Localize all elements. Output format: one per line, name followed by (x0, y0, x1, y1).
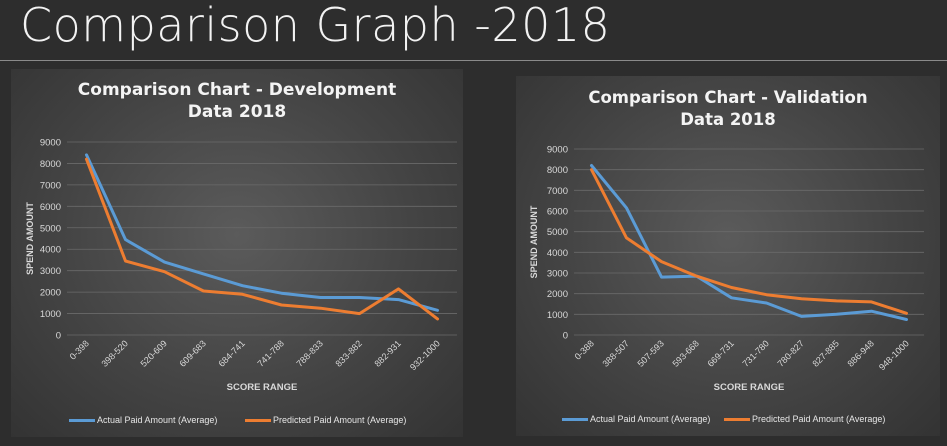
chart-title: Comparison Chart - Development Data 2018 (11, 79, 463, 123)
legend-swatch-predicted (245, 419, 271, 423)
legend-item-predicted: Predicted Paid Amount (Average) (245, 413, 406, 427)
y-tick-label: 0 (56, 331, 61, 342)
legend-swatch-actual (69, 419, 95, 423)
x-tick-label: 833-882 (333, 338, 363, 368)
y-tick-label: 5000 (40, 223, 61, 234)
y-tick-label: 9000 (40, 138, 61, 149)
legend-label-predicted: Predicted Paid Amount (Average) (273, 415, 407, 425)
series-line-predicted (85, 157, 439, 321)
x-tick-label: 684-741 (216, 338, 246, 368)
x-tick-label: 507-593 (635, 338, 665, 368)
y-tick-label: 8000 (40, 159, 61, 170)
development-line-chart: 0 1000 2000 3000 4000 5000 6000 7000 8000 9000 0-3… (25, 138, 457, 393)
y-tick-label: 7000 (547, 186, 568, 197)
x-axis-title: SCORE RANGE (714, 382, 785, 393)
legend-label-predicted: Predicted Paid Amount (Average) (752, 414, 886, 424)
chart-legend: Actual Paid Amount (Average) Predicted P… (11, 413, 463, 427)
y-tick-label: 7000 (40, 180, 61, 191)
x-tick-label: 398-520 (99, 338, 129, 368)
y-tick-label: 3000 (547, 269, 568, 280)
legend-swatch-actual (562, 418, 588, 422)
x-tick-label: 886-948 (845, 338, 875, 368)
y-tick-label: 1000 (547, 310, 568, 321)
x-tick-label: 388-507 (600, 338, 630, 368)
chart-title-line-1: Comparison Chart - Validation (588, 88, 868, 107)
validation-line-chart: 0 1000 2000 3000 4000 5000 6000 7000 8000 9000 0-3… (529, 145, 924, 393)
y-axis-title: SPEND AMOUNT (529, 205, 539, 278)
y-tick-label: 4000 (547, 248, 568, 259)
title-divider (0, 60, 947, 61)
validation-chart-panel: Comparison Chart - Validation Data 2018 … (516, 76, 940, 436)
x-tick-label: 0-388 (573, 338, 596, 361)
x-tick-label: 609-683 (177, 338, 207, 368)
x-tick-label: 520-609 (138, 338, 168, 368)
y-tick-label: 0 (563, 331, 568, 342)
y-tick-label: 3000 (40, 266, 61, 277)
legend-item-actual: Actual Paid Amount (Average) (562, 412, 710, 426)
x-tick-label: 788-833 (294, 338, 324, 368)
y-tick-label: 1000 (40, 309, 61, 320)
y-axis-title: SPEND AMOUNT (25, 202, 35, 275)
x-tick-label: 780-827 (775, 338, 805, 368)
chart-title-line-2: Data 2018 (680, 110, 776, 129)
legend-item-actual: Actual Paid Amount (Average) (69, 413, 217, 427)
x-tick-label: 882-931 (372, 338, 402, 368)
chart-title: Comparison Chart - Validation Data 2018 (516, 87, 940, 131)
y-tick-label: 6000 (40, 202, 61, 213)
y-tick-label: 6000 (547, 207, 568, 218)
x-tick-label: 669-731 (705, 338, 735, 368)
legend-label-actual: Actual Paid Amount (Average) (97, 415, 218, 425)
chart-title-line-2: Data 2018 (187, 102, 287, 122)
series-line-predicted (590, 168, 908, 315)
y-tick-label: 2000 (547, 289, 568, 300)
x-tick-label: 731-780 (740, 338, 770, 368)
x-axis-title: SCORE RANGE (227, 382, 298, 393)
series-line-actual (590, 164, 908, 321)
chart-legend: Actual Paid Amount (Average) Predicted P… (516, 412, 940, 426)
legend-swatch-predicted (724, 418, 750, 422)
x-tick-label: 0-398 (68, 338, 91, 361)
development-chart-panel: Comparison Chart - Development Data 2018… (11, 69, 463, 437)
legend-label-actual: Actual Paid Amount (Average) (590, 414, 711, 424)
y-tick-label: 9000 (547, 145, 568, 156)
y-tick-label: 4000 (40, 245, 61, 256)
series-line-actual (85, 153, 439, 312)
legend-item-predicted: Predicted Paid Amount (Average) (724, 412, 885, 426)
slide-title: Comparison Graph -2018 (20, 0, 611, 52)
x-tick-label: 948-1000 (877, 338, 911, 372)
x-tick-label: 741-788 (255, 338, 285, 368)
y-tick-label: 5000 (547, 227, 568, 238)
y-tick-label: 2000 (40, 288, 61, 299)
chart-title-line-1: Comparison Chart - Development (77, 80, 397, 100)
x-tick-label: 827-885 (810, 338, 840, 368)
x-tick-label: 932-1000 (408, 338, 442, 372)
y-tick-label: 8000 (547, 165, 568, 176)
x-tick-label: 593-668 (670, 338, 700, 368)
